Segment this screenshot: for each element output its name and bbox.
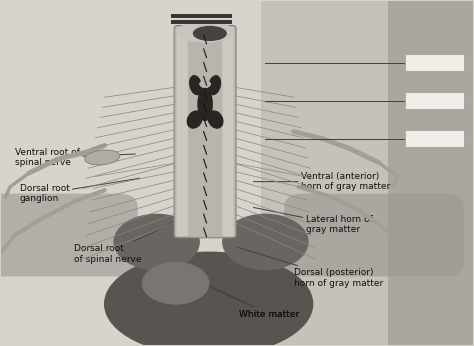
Text: Ventral (anterior)
horn of gray matter: Ventral (anterior) horn of gray matter <box>254 172 390 191</box>
Text: White matter: White matter <box>209 287 300 319</box>
Ellipse shape <box>178 21 232 42</box>
Ellipse shape <box>209 76 220 94</box>
Ellipse shape <box>114 215 199 270</box>
Ellipse shape <box>223 215 308 270</box>
Bar <box>405 54 464 71</box>
Ellipse shape <box>198 88 212 120</box>
Bar <box>405 92 464 109</box>
Text: Ventral root of
spinal nerve: Ventral root of spinal nerve <box>15 148 136 167</box>
Ellipse shape <box>105 252 313 346</box>
Bar <box>388 1 474 345</box>
FancyBboxPatch shape <box>284 194 464 276</box>
FancyBboxPatch shape <box>0 194 138 276</box>
Ellipse shape <box>190 76 201 94</box>
FancyBboxPatch shape <box>222 27 234 236</box>
Ellipse shape <box>200 81 210 87</box>
Text: Dorsal (posterior)
horn of gray matter: Dorsal (posterior) horn of gray matter <box>237 247 383 288</box>
Ellipse shape <box>193 27 226 40</box>
FancyBboxPatch shape <box>176 27 188 236</box>
Bar <box>405 130 464 147</box>
Ellipse shape <box>208 111 223 128</box>
Text: Dorsal root
ganglion: Dorsal root ganglion <box>19 178 140 203</box>
Ellipse shape <box>187 111 202 128</box>
Ellipse shape <box>85 150 120 165</box>
FancyBboxPatch shape <box>174 26 236 238</box>
Bar <box>261 1 474 345</box>
Text: White matter: White matter <box>209 285 300 319</box>
Ellipse shape <box>143 263 209 304</box>
Text: Dorsal root
of spinal nerve: Dorsal root of spinal nerve <box>74 221 175 264</box>
Text: Lateral horn of
gray matter: Lateral horn of gray matter <box>254 208 372 234</box>
